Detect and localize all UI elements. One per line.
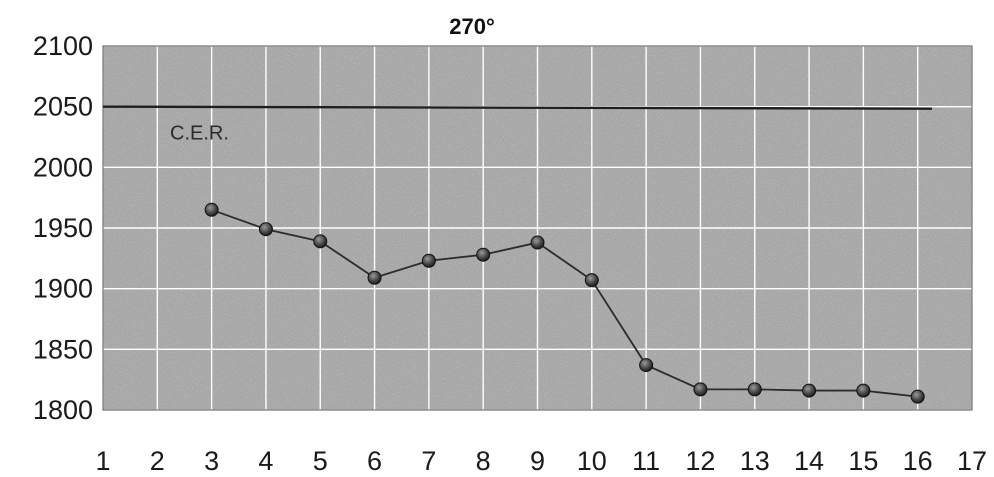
data-point-marker xyxy=(910,389,925,404)
data-point-marker xyxy=(530,235,545,250)
y-tick-label: 2000 xyxy=(33,152,93,182)
x-tick-label: 8 xyxy=(476,446,491,476)
x-tick-label: 4 xyxy=(258,446,273,476)
series-line-segment xyxy=(754,388,810,392)
data-point-marker xyxy=(802,383,817,398)
y-tick-label: 1850 xyxy=(33,334,93,364)
x-tick-label: 17 xyxy=(957,446,987,476)
reference-line-group: C.E.R. xyxy=(102,105,933,145)
x-tick-label: 16 xyxy=(903,446,933,476)
series-line-segment xyxy=(211,208,267,231)
data-point-marker xyxy=(204,202,219,217)
data-point-marker xyxy=(367,270,382,285)
reference-line-label: C.E.R. xyxy=(170,123,229,145)
data-point-marker xyxy=(476,247,491,262)
data-point-marker xyxy=(258,222,273,237)
series-markers xyxy=(204,202,925,404)
x-tick-label: 9 xyxy=(530,446,545,476)
x-tick-label: 1 xyxy=(95,446,110,476)
series-line-segment xyxy=(265,228,321,243)
chart-title: 270° xyxy=(449,14,495,39)
y-tick-label: 1900 xyxy=(33,274,93,304)
x-tick-label: 2 xyxy=(150,446,165,476)
y-tick-label: 1800 xyxy=(33,395,93,425)
x-tick-label: 14 xyxy=(794,446,824,476)
x-tick-label: 15 xyxy=(848,446,878,476)
data-point-marker xyxy=(747,382,762,397)
series-line-segment xyxy=(319,240,376,279)
y-tick-label: 1950 xyxy=(33,213,93,243)
data-point-marker xyxy=(639,358,654,373)
data-point-marker xyxy=(421,253,436,268)
series-line xyxy=(211,208,918,398)
data-point-marker xyxy=(693,382,708,397)
x-tick-label: 5 xyxy=(313,446,328,476)
series-line-segment xyxy=(374,259,430,279)
x-tick-label: 10 xyxy=(577,446,607,476)
data-point-marker xyxy=(856,383,871,398)
y-tick-label: 2100 xyxy=(33,31,93,61)
series-line-segment xyxy=(863,389,918,398)
data-point-marker xyxy=(313,234,328,249)
y-axis: 1800 1850 1900 1950 2000 2050 2100 xyxy=(33,31,93,425)
x-tick-label: 6 xyxy=(367,446,382,476)
x-axis: 1 2 3 4 5 6 7 8 9 10 11 12 13 14 15 16 17 xyxy=(95,446,987,476)
series-line-segment xyxy=(482,241,538,256)
reference-line xyxy=(102,105,933,110)
x-tick-label: 12 xyxy=(685,446,715,476)
x-tick-label: 13 xyxy=(740,446,770,476)
plot-area xyxy=(102,45,973,411)
series-line-segment xyxy=(645,364,701,391)
series-line-segment xyxy=(536,241,593,281)
series-line-segment xyxy=(591,279,647,366)
data-point-marker xyxy=(584,273,599,288)
series-line-segment xyxy=(428,253,484,262)
x-tick-label: 7 xyxy=(421,446,436,476)
x-tick-label: 11 xyxy=(632,446,660,476)
y-tick-label: 2050 xyxy=(33,92,93,122)
x-tick-label: 3 xyxy=(204,446,219,476)
plot-border xyxy=(102,45,973,411)
